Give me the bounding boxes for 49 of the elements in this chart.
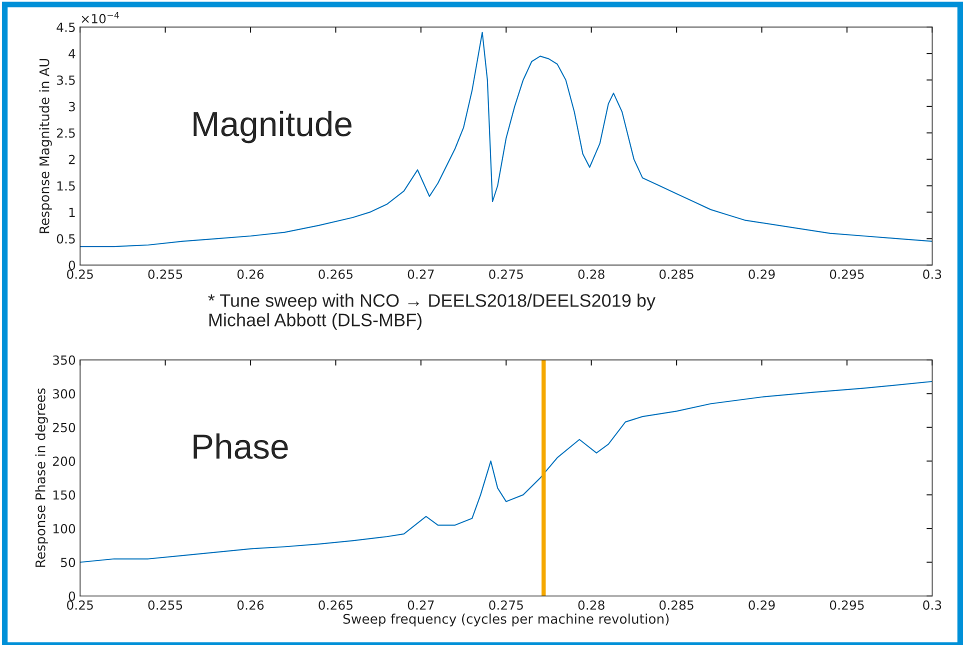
y-tick-label: 300 [53, 389, 76, 399]
text: ×10$^{−4}$ [82, 12, 119, 24]
x-axis-title: Sweep frequency (cycles per machine revolution) [343, 614, 669, 626]
y-tick-label: 0 [68, 260, 76, 270]
line-series [80, 32, 932, 248]
x-tick-label: 0.3 [923, 600, 942, 610]
line-series [80, 380, 932, 563]
x-tick-label: 0.285 [659, 600, 694, 610]
y-tick-label: 2 [68, 154, 75, 164]
x-tick-label: 0.3 [923, 269, 942, 279]
y-tick-label: 4 [68, 49, 76, 58]
x-tick-label: 0.285 [659, 269, 694, 279]
y-tick-label: 4.5 [56, 22, 75, 32]
y-tick-label: 3 [68, 102, 75, 112]
x-tick-label: 0.28 [578, 269, 604, 279]
x-tick-label: 0.255 [148, 600, 182, 610]
y-axis-title: Response Phase in degrees [35, 388, 48, 567]
x-tick-label: 0.27 [408, 269, 434, 279]
y-tick-label: 250 [52, 422, 76, 432]
y-tick-label: 350 [53, 355, 76, 365]
y-tick-label: 100 [53, 524, 76, 534]
text: * Tune sweep with NCO → DEELS2018/DEELS2019 by Michael Abbott (DLS-MBF) [208, 294, 656, 330]
x-tick-label: 0.295 [830, 600, 864, 610]
x-tick-label: 0.275 [489, 269, 523, 279]
y-tick-label: 3.5 [57, 75, 75, 85]
x-tick-label: 0.29 [748, 600, 775, 610]
x-tick-label: 0.265 [318, 269, 353, 279]
x-tick-label: 0.295 [830, 269, 864, 279]
x-tick-label: 0.29 [748, 269, 775, 279]
y-tick-label: 50 [60, 558, 76, 568]
y-tick-label: 2.5 [56, 128, 75, 138]
x-tick-label: 0.26 [237, 600, 264, 610]
y-tick-label: 1.5 [57, 181, 75, 191]
x-tick-label: 0.25 [67, 269, 93, 279]
x-tick-label: 0.25 [67, 600, 93, 610]
x-tick-label: 0.265 [318, 600, 353, 610]
x-tick-label: 0.27 [408, 600, 434, 610]
y-axis-title: Response Magnitude in AU [39, 58, 52, 234]
annotation: Phase [194, 433, 288, 459]
y-tick-label: 200 [52, 456, 76, 466]
y-tick-label: 150 [53, 490, 76, 500]
x-tick-label: 0.275 [489, 600, 523, 610]
y-tick-label: 1 [69, 208, 75, 217]
x-tick-label: 0.255 [148, 269, 182, 279]
x-tick-label: 0.28 [578, 600, 604, 610]
y-tick-label: 0 [68, 591, 76, 601]
annotation: Magnitude [194, 110, 352, 144]
x-tick-label: 0.26 [237, 269, 264, 279]
y-tick-label: 0.5 [56, 234, 75, 244]
